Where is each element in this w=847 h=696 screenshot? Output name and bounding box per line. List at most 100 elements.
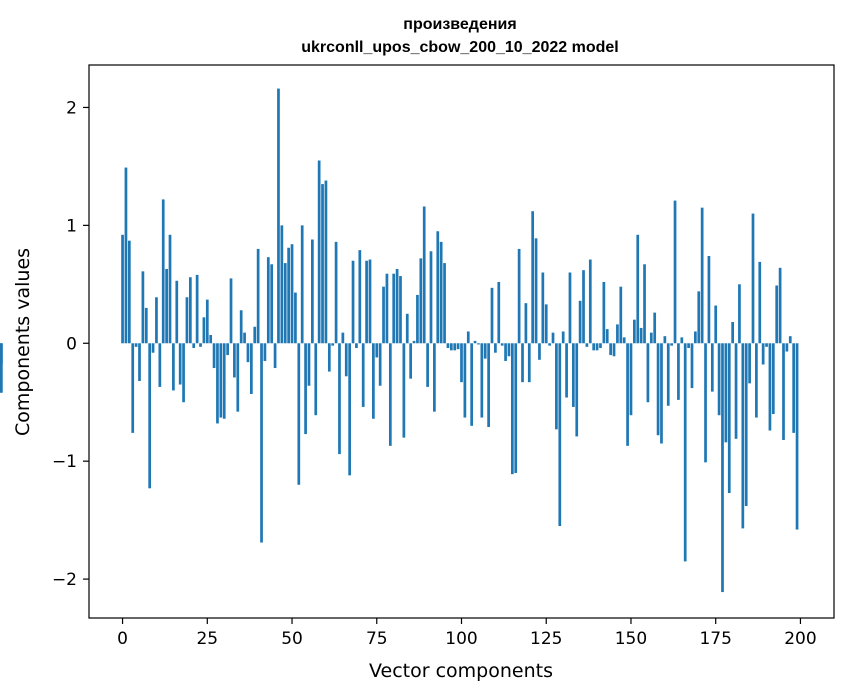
bar	[517, 248, 521, 344]
bar	[229, 278, 233, 344]
bar	[694, 331, 697, 344]
bar	[358, 250, 362, 344]
bar	[734, 343, 738, 439]
bar	[270, 264, 274, 344]
y-axis-ticks: −2 −1 0 1 2	[52, 98, 89, 590]
bar	[290, 244, 294, 344]
bar	[266, 257, 270, 344]
y-tick-label: −2	[52, 570, 77, 590]
bar	[219, 343, 223, 418]
bar	[585, 343, 589, 347]
x-tick-label: 100	[445, 629, 477, 649]
bar	[131, 343, 135, 433]
bar	[277, 88, 280, 344]
bar	[355, 343, 358, 348]
bar	[324, 180, 328, 344]
bar	[775, 285, 779, 344]
x-tick-label: 175	[699, 629, 731, 649]
bar	[294, 292, 297, 344]
bar	[433, 343, 436, 412]
x-tick-label: 200	[784, 629, 816, 649]
bar	[236, 343, 240, 412]
bar	[344, 343, 348, 377]
bar	[443, 263, 446, 344]
bar	[436, 231, 440, 344]
bar	[429, 251, 433, 344]
bar	[250, 343, 253, 394]
bar	[144, 307, 148, 344]
x-axis-ticks: 0 25 50 75 100 125 150 175 200	[117, 618, 817, 649]
bar	[602, 281, 606, 344]
y-tick-label: 2	[66, 98, 77, 118]
x-tick-label: 125	[530, 629, 562, 649]
bar	[473, 340, 477, 344]
bar	[572, 343, 575, 407]
bar	[497, 281, 501, 344]
bar	[633, 319, 636, 344]
y-tick-label: 0	[66, 334, 77, 354]
bar	[477, 343, 480, 345]
bar	[704, 343, 707, 463]
bar	[405, 313, 409, 344]
bar	[599, 343, 602, 348]
bar	[165, 268, 168, 344]
bar	[500, 343, 504, 346]
bar	[212, 343, 216, 369]
bar	[687, 343, 690, 348]
bar	[595, 343, 599, 351]
bar	[616, 324, 619, 344]
bar	[311, 239, 314, 344]
bar	[761, 343, 765, 365]
bar	[649, 332, 653, 344]
bar	[121, 234, 124, 344]
bar	[575, 343, 579, 437]
y-tick-label: 1	[66, 216, 77, 236]
bar	[466, 331, 470, 344]
bar	[544, 304, 548, 344]
bar	[185, 297, 189, 344]
bar	[246, 343, 250, 363]
bar	[283, 263, 287, 344]
bar	[795, 343, 799, 530]
bar	[314, 343, 318, 416]
bar	[151, 343, 155, 353]
bar	[161, 199, 165, 344]
bar	[439, 241, 443, 344]
bar	[192, 343, 196, 348]
bar	[226, 343, 229, 356]
bar	[0, 343, 3, 393]
chart-title: произведения	[403, 16, 516, 33]
bar	[260, 343, 263, 543]
bar	[331, 343, 335, 346]
bar	[297, 343, 301, 485]
bar	[755, 343, 758, 418]
bar	[639, 327, 643, 344]
bar	[253, 326, 257, 344]
chart-subtitle: ukrconll_upos_cbow_200_10_2022 model	[301, 39, 618, 56]
bar	[365, 260, 368, 344]
bar	[453, 343, 457, 351]
bar	[588, 259, 592, 344]
bar	[287, 247, 290, 344]
bar	[494, 343, 497, 353]
bar	[134, 343, 138, 347]
bar	[744, 343, 748, 506]
bar	[765, 343, 768, 347]
bar	[690, 343, 694, 389]
bar	[426, 343, 429, 387]
bar	[243, 332, 246, 344]
bar	[582, 270, 585, 344]
bar	[538, 343, 541, 360]
bar	[351, 260, 355, 344]
bar	[721, 343, 724, 593]
bar	[731, 322, 735, 344]
bar	[653, 312, 657, 344]
bar	[321, 184, 324, 344]
bar	[273, 343, 277, 369]
bar	[172, 343, 175, 391]
bar	[677, 343, 680, 400]
bar	[643, 264, 646, 344]
x-tick-label: 50	[281, 629, 303, 649]
bar	[378, 343, 382, 386]
bar	[233, 343, 236, 378]
